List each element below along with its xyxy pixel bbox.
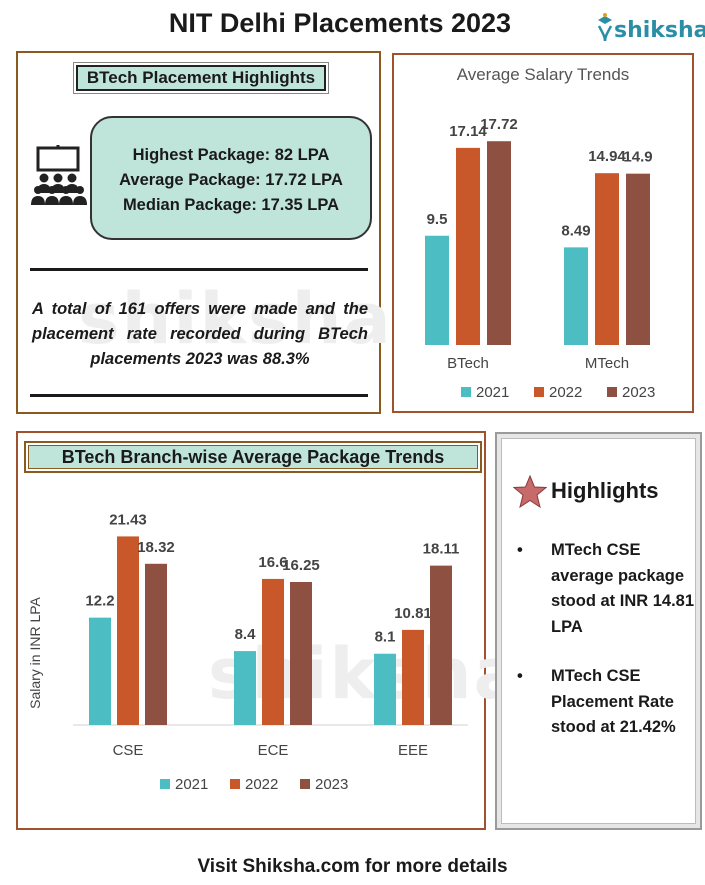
legend-label: 2022	[245, 776, 278, 793]
branch-wise-chart: Salary in INR LPA 12.2 21.43 18.32 CSE 8.4 16.…	[27, 511, 468, 793]
btech-highlights-panel: shiksha BTech Placement Highlights Highe…	[16, 51, 391, 414]
watermark: shiksha	[78, 278, 393, 360]
shiksha-logo: shiksha	[596, 6, 705, 50]
legend-swatch	[461, 387, 471, 397]
bar	[425, 235, 449, 345]
data-label: 17.14	[449, 123, 487, 140]
chart-title: BTech Branch-wise Average Package Trends	[24, 441, 482, 473]
bar	[374, 653, 396, 725]
bar	[626, 173, 650, 345]
footer-text: Visit Shiksha.com for more details	[197, 856, 508, 877]
data-label: 8.1	[375, 629, 396, 646]
list-item: MTech CSE Placement Rate stood at 21.42%	[515, 664, 695, 741]
category-label: MTech	[585, 355, 629, 372]
legend-label: 2021	[175, 776, 208, 793]
bar	[564, 247, 588, 345]
y-axis-label: Salary in INR LPA	[27, 596, 43, 708]
data-label: 14.9	[623, 149, 652, 166]
average-salary-chart-panel: Average Salary Trends 9.5 17.14 17.72 BTech…	[392, 53, 694, 413]
notes-title: Highlights	[551, 478, 659, 503]
highlights-header: BTech Placement Highlights	[76, 65, 326, 91]
legend-label: 2021	[476, 384, 509, 401]
bar	[456, 147, 480, 345]
divider-top	[30, 268, 368, 271]
bar	[595, 173, 619, 345]
bar	[430, 565, 452, 725]
legend-label: 2022	[549, 384, 582, 401]
data-label: 8.4	[235, 626, 257, 643]
legend-swatch	[160, 779, 170, 789]
data-label: 8.49	[561, 222, 590, 239]
bar	[234, 651, 256, 725]
notes-list: MTech CSE average package stood at INR 1…	[515, 538, 695, 765]
bar	[89, 617, 111, 725]
audience-presentation-icon	[31, 145, 87, 205]
data-label: 10.81	[394, 605, 432, 622]
data-label: 12.2	[85, 593, 114, 610]
data-label: 16.25	[282, 557, 320, 574]
data-label: 18.32	[137, 539, 175, 556]
chart-title: Average Salary Trends	[456, 65, 630, 84]
legend-swatch	[534, 387, 544, 397]
data-label: 17.72	[480, 116, 518, 133]
bar	[117, 536, 139, 725]
highest-package: Highest Package: 82 LPA	[132, 146, 330, 164]
list-item: MTech CSE average package stood at INR 1…	[515, 538, 695, 640]
bar	[145, 563, 167, 725]
branch-wise-chart-panel: shiksha BTech Branch-wise Average Packag…	[16, 431, 521, 830]
bar	[262, 578, 284, 725]
page-title: NIT Delhi Placements 2023	[168, 8, 512, 38]
highlights-notes-panel: Highlights MTech CSE average package sto…	[495, 432, 702, 830]
logo-text: shiksha	[614, 18, 705, 43]
star-icon	[513, 475, 547, 509]
legend-swatch	[300, 779, 310, 789]
bar	[402, 629, 424, 725]
bar	[290, 582, 312, 725]
legend-label: 2023	[315, 776, 348, 793]
data-label: 16.6	[258, 554, 287, 571]
bar	[487, 141, 511, 345]
divider-bottom	[30, 394, 368, 397]
watermark: shiksha	[208, 633, 523, 715]
logo-mark-icon	[597, 13, 613, 42]
category-label: EEE	[398, 742, 428, 759]
category-label: BTech	[447, 355, 489, 372]
category-label: CSE	[113, 742, 144, 759]
data-label: 9.5	[427, 211, 448, 228]
data-label: 21.43	[109, 511, 147, 528]
median-package: Median Package: 17.35 LPA	[122, 196, 340, 214]
legend-label: 2023	[622, 384, 655, 401]
placement-summary: A total of 161 offers were made and the …	[32, 300, 368, 368]
legend-swatch	[230, 779, 240, 789]
data-label: 18.11	[423, 541, 460, 558]
package-summary-box: Highest Package: 82 LPA Average Package:…	[90, 116, 372, 240]
legend-swatch	[607, 387, 617, 397]
average-package: Average Package: 17.72 LPA	[119, 171, 343, 189]
category-label: ECE	[258, 742, 289, 759]
data-label: 14.94	[588, 148, 626, 165]
